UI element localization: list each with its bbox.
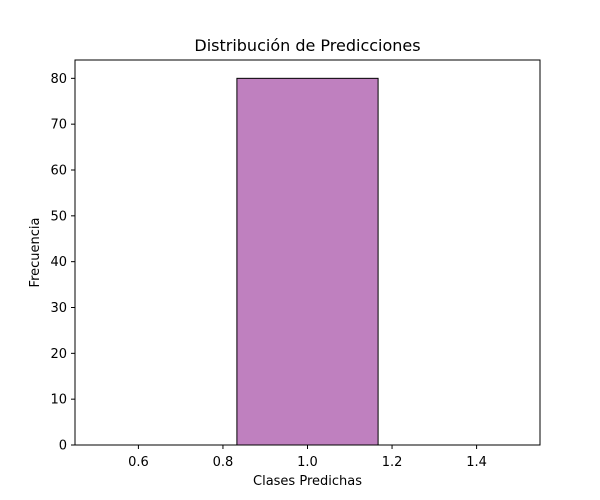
- x-axis-label: Clases Predichas: [253, 474, 362, 489]
- y-axis-ticks: 0 10 20 30 40 50 60 70 80: [50, 72, 75, 454]
- x-tick-label: 0.8: [213, 455, 234, 470]
- chart-title: Distribución de Predicciones: [194, 36, 420, 55]
- x-tick-label: 1.0: [297, 455, 318, 470]
- y-tick-label: 50: [50, 209, 67, 224]
- x-tick-label: 1.2: [382, 455, 403, 470]
- y-tick-label: 70: [50, 118, 67, 133]
- y-tick-label: 60: [50, 164, 67, 179]
- y-tick-label: 10: [50, 393, 67, 408]
- y-tick-label: 30: [50, 301, 67, 316]
- x-axis-ticks: 0.6 0.8 1.0 1.2 1.4: [128, 445, 487, 470]
- y-tick-label: 0: [59, 439, 67, 454]
- y-axis-label: Frecuencia: [28, 218, 43, 288]
- y-tick-label: 80: [50, 72, 67, 87]
- y-tick-label: 20: [50, 347, 67, 362]
- y-tick-label: 40: [50, 255, 67, 270]
- bars-group: [96, 77, 519, 446]
- x-tick-label: 1.4: [466, 455, 487, 470]
- x-tick-label: 0.6: [128, 455, 149, 470]
- histogram-bar: [236, 77, 379, 446]
